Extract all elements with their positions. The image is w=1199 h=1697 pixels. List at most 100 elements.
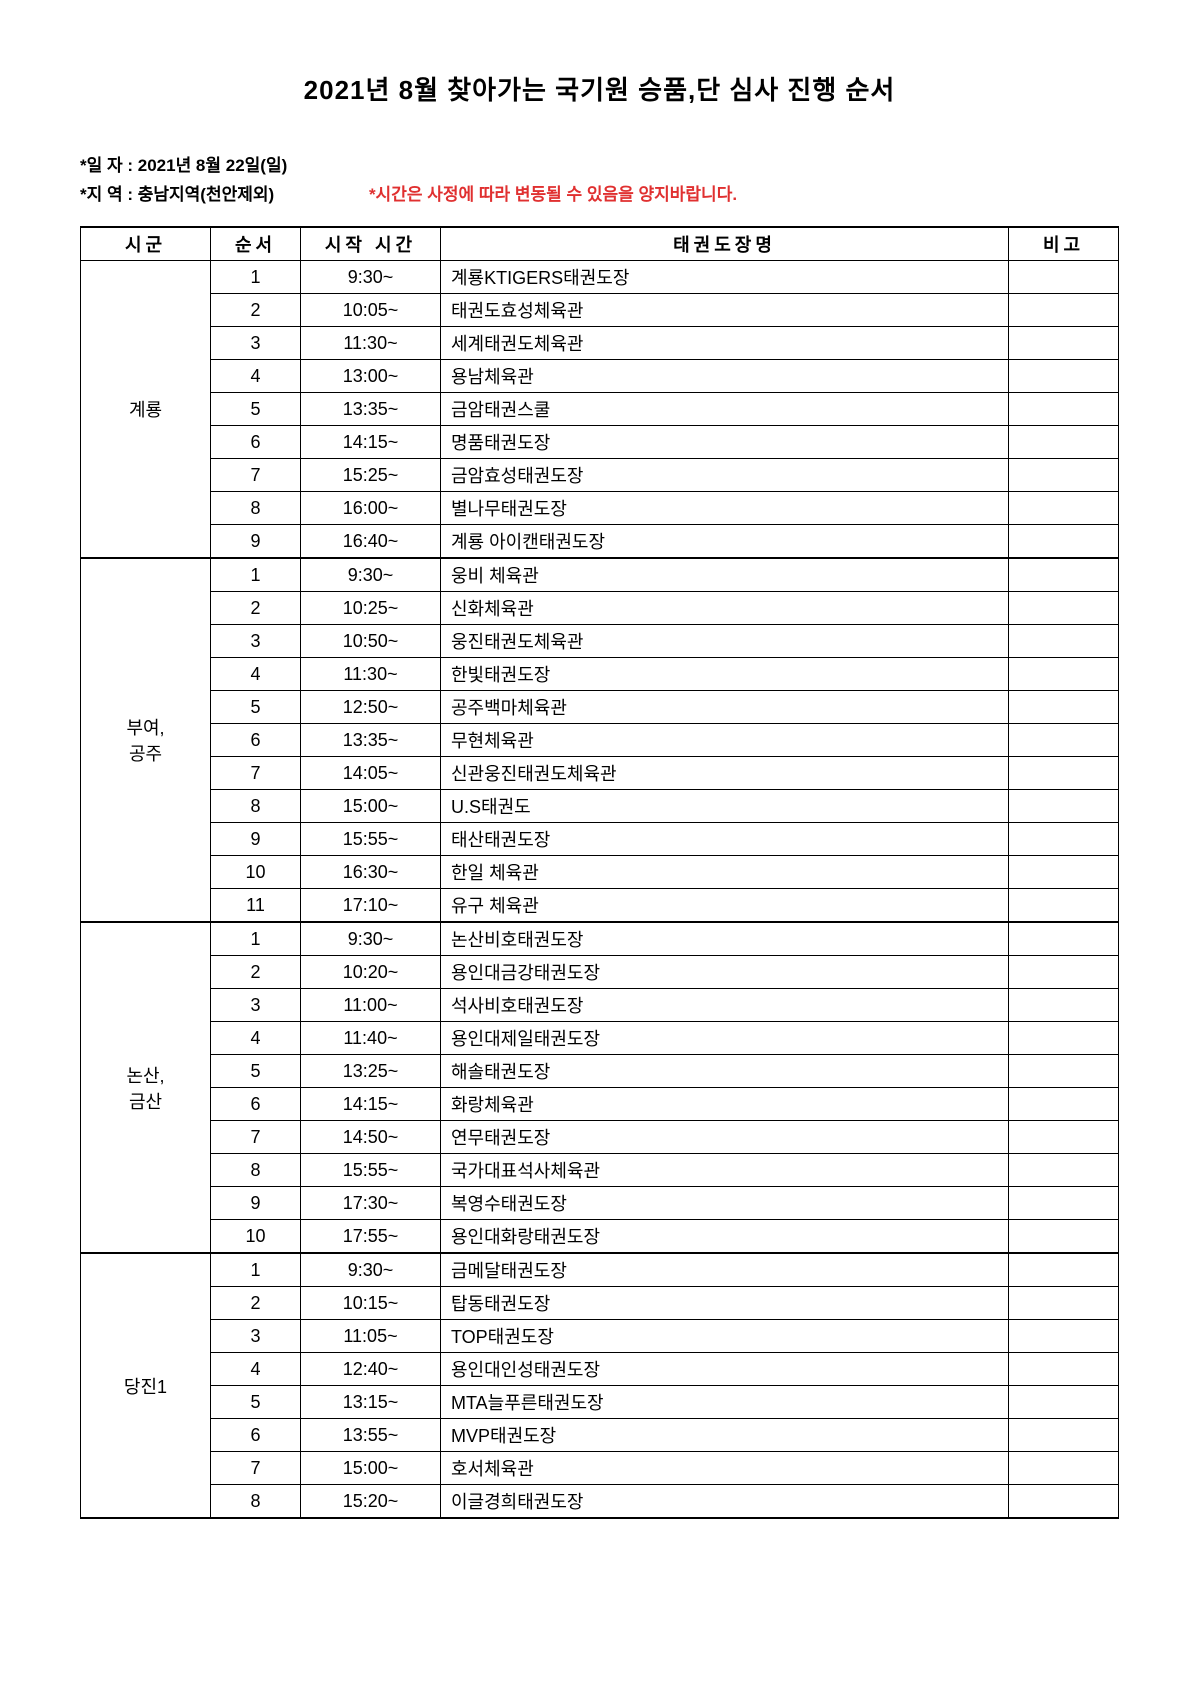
cell-time: 15:25~ xyxy=(301,459,441,492)
cell-time: 9:30~ xyxy=(301,261,441,294)
cell-name: 이글경희태권도장 xyxy=(441,1485,1009,1519)
cell-order: 7 xyxy=(211,1121,301,1154)
cell-time: 17:55~ xyxy=(301,1220,441,1254)
table-row: 917:30~복영수태권도장 xyxy=(81,1187,1119,1220)
cell-order: 5 xyxy=(211,1055,301,1088)
cell-note xyxy=(1009,889,1119,923)
cell-name: 별나무태권도장 xyxy=(441,492,1009,525)
cell-name: 공주백마체육관 xyxy=(441,691,1009,724)
cell-order: 7 xyxy=(211,757,301,790)
table-row: 915:55~태산태권도장 xyxy=(81,823,1119,856)
cell-time: 17:10~ xyxy=(301,889,441,923)
cell-note xyxy=(1009,592,1119,625)
cell-note xyxy=(1009,1287,1119,1320)
cell-name: 웅비 체육관 xyxy=(441,558,1009,592)
cell-time: 15:55~ xyxy=(301,1154,441,1187)
cell-note xyxy=(1009,658,1119,691)
col-header-time: 시작 시간 xyxy=(301,227,441,261)
cell-name: 금메달태권도장 xyxy=(441,1253,1009,1287)
table-row: 513:25~해솔태권도장 xyxy=(81,1055,1119,1088)
table-row: 210:25~신화체육관 xyxy=(81,592,1119,625)
cell-time: 11:30~ xyxy=(301,658,441,691)
cell-note xyxy=(1009,1386,1119,1419)
cell-order: 2 xyxy=(211,956,301,989)
meta-region-row: *지 역 : 충남지역(천안제외) *시간은 사정에 따라 변동될 수 있음을 … xyxy=(80,181,1119,208)
meta-region-value: 충남지역(천안제외) xyxy=(138,185,274,204)
table-row: 311:00~석사비호태권도장 xyxy=(81,989,1119,1022)
cell-time: 13:35~ xyxy=(301,724,441,757)
cell-note xyxy=(1009,989,1119,1022)
cell-name: 금암태권스쿨 xyxy=(441,393,1009,426)
cell-note xyxy=(1009,922,1119,956)
table-row: 당진119:30~금메달태권도장 xyxy=(81,1253,1119,1287)
col-header-note: 비고 xyxy=(1009,227,1119,261)
table-row: 715:00~호서체육관 xyxy=(81,1452,1119,1485)
meta-date-value: 2021년 8월 22일(일) xyxy=(138,156,288,175)
cell-time: 16:40~ xyxy=(301,525,441,559)
cell-name: MTA늘푸른태권도장 xyxy=(441,1386,1009,1419)
table-row: 1017:55~용인대화랑태권도장 xyxy=(81,1220,1119,1254)
table-row: 614:15~화랑체육관 xyxy=(81,1088,1119,1121)
cell-note xyxy=(1009,823,1119,856)
cell-name: 용인대인성태권도장 xyxy=(441,1353,1009,1386)
table-row: 논산, 금산19:30~논산비호태권도장 xyxy=(81,922,1119,956)
cell-name: 한일 체육관 xyxy=(441,856,1009,889)
cell-order: 9 xyxy=(211,823,301,856)
document-page: 2021년 8월 찾아가는 국기원 승품,단 심사 진행 순서 *일 자 : 2… xyxy=(0,0,1199,1559)
cell-order: 2 xyxy=(211,294,301,327)
cell-name: 태권도효성체육관 xyxy=(441,294,1009,327)
table-row: 715:25~금암효성태권도장 xyxy=(81,459,1119,492)
cell-time: 17:30~ xyxy=(301,1187,441,1220)
cell-note xyxy=(1009,1320,1119,1353)
cell-name: 계룡 아이캔태권도장 xyxy=(441,525,1009,559)
meta-notice: *시간은 사정에 따라 변동될 수 있음을 양지바랍니다. xyxy=(369,185,737,204)
cell-time: 9:30~ xyxy=(301,922,441,956)
cell-time: 10:25~ xyxy=(301,592,441,625)
cell-note xyxy=(1009,1353,1119,1386)
cell-order: 7 xyxy=(211,459,301,492)
cell-region: 논산, 금산 xyxy=(81,922,211,1253)
cell-time: 15:00~ xyxy=(301,1452,441,1485)
cell-order: 7 xyxy=(211,1452,301,1485)
cell-note xyxy=(1009,625,1119,658)
cell-order: 11 xyxy=(211,889,301,923)
cell-note xyxy=(1009,1220,1119,1254)
cell-name: 석사비호태권도장 xyxy=(441,989,1009,1022)
cell-name: 국가대표석사체육관 xyxy=(441,1154,1009,1187)
table-row: 210:15~탑동태권도장 xyxy=(81,1287,1119,1320)
cell-name: 무현체육관 xyxy=(441,724,1009,757)
cell-time: 14:50~ xyxy=(301,1121,441,1154)
meta-date-label: *일 자 : xyxy=(80,156,133,175)
cell-order: 4 xyxy=(211,658,301,691)
cell-order: 6 xyxy=(211,1419,301,1452)
table-row: 부여, 공주19:30~웅비 체육관 xyxy=(81,558,1119,592)
table-row: 412:40~용인대인성태권도장 xyxy=(81,1353,1119,1386)
cell-time: 10:20~ xyxy=(301,956,441,989)
cell-region: 부여, 공주 xyxy=(81,558,211,922)
cell-region: 당진1 xyxy=(81,1253,211,1518)
cell-name: 용남체육관 xyxy=(441,360,1009,393)
cell-order: 1 xyxy=(211,1253,301,1287)
cell-order: 9 xyxy=(211,1187,301,1220)
cell-order: 6 xyxy=(211,426,301,459)
cell-order: 5 xyxy=(211,691,301,724)
cell-order: 3 xyxy=(211,1320,301,1353)
table-row: 513:15~MTA늘푸른태권도장 xyxy=(81,1386,1119,1419)
cell-note xyxy=(1009,1088,1119,1121)
cell-time: 13:35~ xyxy=(301,393,441,426)
table-row: 513:35~금암태권스쿨 xyxy=(81,393,1119,426)
meta-region-label: *지 역 : xyxy=(80,185,133,204)
meta-date-row: *일 자 : 2021년 8월 22일(일) xyxy=(80,152,1119,179)
cell-order: 4 xyxy=(211,1022,301,1055)
cell-time: 12:40~ xyxy=(301,1353,441,1386)
table-row: 413:00~용남체육관 xyxy=(81,360,1119,393)
cell-name: 한빛태권도장 xyxy=(441,658,1009,691)
cell-order: 4 xyxy=(211,1353,301,1386)
cell-time: 11:40~ xyxy=(301,1022,441,1055)
cell-order: 3 xyxy=(211,989,301,1022)
page-title: 2021년 8월 찾아가는 국기원 승품,단 심사 진행 순서 xyxy=(80,70,1119,107)
meta-block: *일 자 : 2021년 8월 22일(일) *지 역 : 충남지역(천안제외)… xyxy=(80,152,1119,208)
cell-time: 14:05~ xyxy=(301,757,441,790)
cell-time: 12:50~ xyxy=(301,691,441,724)
cell-name: 웅진태권도체육관 xyxy=(441,625,1009,658)
